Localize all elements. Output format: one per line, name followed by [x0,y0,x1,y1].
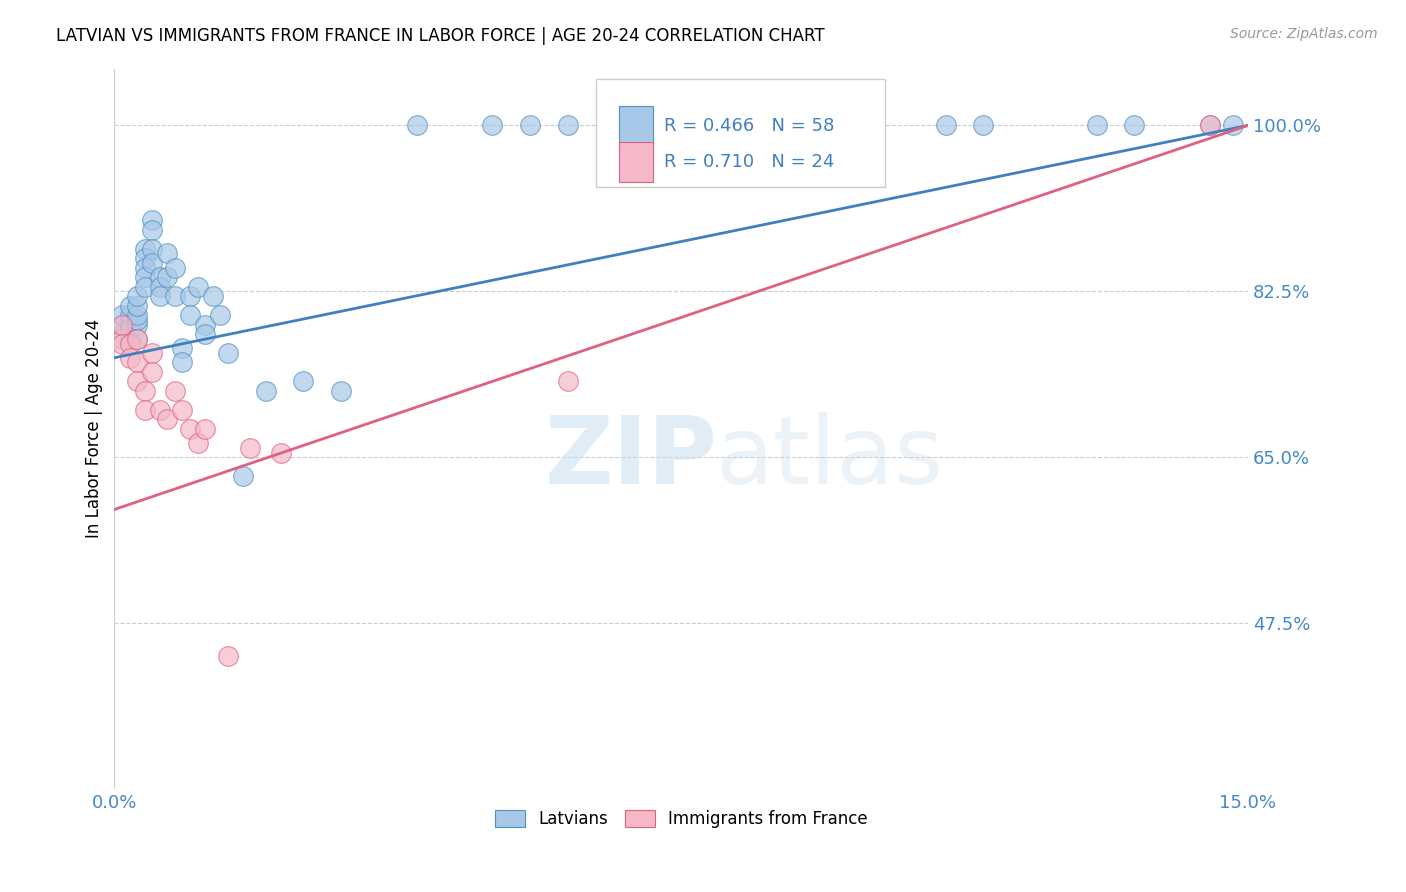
Point [557,119,579,133]
Point [111,318,134,332]
Point [156,412,179,426]
Text: R = 0.710   N = 24: R = 0.710 N = 24 [664,153,835,171]
Point [141,242,163,256]
Point [111,318,134,332]
Point [172,341,194,355]
Point [111,332,134,346]
Point [118,322,141,336]
Point [125,313,148,327]
Point [125,332,148,346]
Point [481,119,503,133]
Text: Source: ZipAtlas.com: Source: ZipAtlas.com [1230,27,1378,41]
Point [125,375,148,389]
Point [1222,119,1244,133]
Point [134,384,156,398]
Text: LATVIAN VS IMMIGRANTS FROM FRANCE IN LABOR FORCE | AGE 20-24 CORRELATION CHART: LATVIAN VS IMMIGRANTS FROM FRANCE IN LAB… [56,27,825,45]
Point [163,384,186,398]
Point [935,119,957,133]
Text: ZIP: ZIP [546,412,718,504]
Point [172,355,194,369]
Point [111,336,134,351]
Point [179,289,201,303]
Point [141,256,163,270]
FancyBboxPatch shape [596,79,886,187]
Point [125,289,148,303]
Point [149,289,172,303]
Point [972,119,994,133]
Point [172,403,194,417]
Point [179,422,201,436]
Text: atlas: atlas [716,412,943,504]
Point [118,332,141,346]
Point [239,441,262,455]
Bar [619,143,652,182]
Point [194,422,217,436]
Point [163,289,186,303]
Point [141,365,163,379]
Point [201,289,224,303]
Point [125,299,148,313]
Y-axis label: In Labor Force | Age 20-24: In Labor Force | Age 20-24 [86,319,103,539]
Point [1199,119,1222,133]
Point [134,270,156,285]
Text: R = 0.466   N = 58: R = 0.466 N = 58 [664,117,835,136]
Point [134,251,156,265]
Point [194,318,217,332]
Point [149,270,172,285]
Point [1085,119,1108,133]
Point [125,318,148,332]
Legend: Latvians, Immigrants from France: Latvians, Immigrants from France [488,804,875,835]
Point [118,308,141,322]
Point [156,246,179,260]
Bar [619,106,652,146]
Point [141,346,163,360]
Point [141,213,163,227]
Point [707,119,730,133]
Point [179,308,201,322]
Point [254,384,277,398]
Point [125,332,148,346]
Point [134,260,156,275]
Point [118,336,141,351]
Point [270,445,292,459]
Point [859,119,882,133]
Point [125,308,148,322]
Point [217,346,239,360]
Point [1199,119,1222,133]
Point [186,279,208,293]
Point [156,270,179,285]
Point [163,260,186,275]
Point [783,119,806,133]
Point [149,403,172,417]
Point [134,403,156,417]
Point [232,469,254,483]
Point [557,375,579,389]
Point [149,279,172,293]
Point [118,299,141,313]
Point [186,436,208,450]
Point [141,223,163,237]
Point [405,119,427,133]
Point [111,308,134,322]
Point [519,119,541,133]
Point [118,318,141,332]
Point [194,326,217,341]
Point [330,384,353,398]
Point [209,308,232,322]
Point [118,351,141,365]
Point [1123,119,1146,133]
Point [111,326,134,341]
Point [217,649,239,664]
Point [134,242,156,256]
Point [633,119,655,133]
Point [125,355,148,369]
Point [292,375,315,389]
Point [134,279,156,293]
